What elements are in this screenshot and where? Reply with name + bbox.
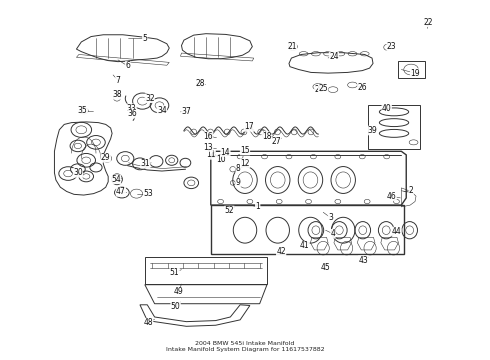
Text: 18: 18 [262, 132, 271, 141]
Text: 50: 50 [171, 302, 180, 311]
Text: 52: 52 [224, 206, 234, 215]
Text: 6: 6 [125, 62, 130, 71]
Text: 30: 30 [73, 168, 83, 177]
Text: 34: 34 [157, 105, 167, 114]
Text: 54: 54 [111, 175, 121, 184]
Text: 33: 33 [127, 104, 137, 113]
Text: 49: 49 [173, 287, 183, 296]
Text: 47: 47 [116, 187, 126, 196]
Bar [368, 104, 420, 149]
Text: 14: 14 [220, 148, 230, 157]
Text: 11: 11 [206, 150, 216, 159]
Text: 45: 45 [321, 264, 330, 273]
Text: 31: 31 [141, 159, 150, 168]
Text: 25: 25 [318, 84, 328, 93]
Text: 15: 15 [240, 146, 250, 155]
Text: 42: 42 [276, 247, 286, 256]
Text: 23: 23 [387, 42, 396, 51]
Text: 9: 9 [236, 178, 241, 187]
Text: 3: 3 [328, 213, 333, 222]
Text: 1: 1 [255, 202, 260, 211]
Text: 16: 16 [203, 132, 213, 141]
Text: 8: 8 [236, 164, 241, 173]
Text: 13: 13 [203, 143, 213, 152]
Text: 21: 21 [287, 42, 296, 51]
Text: 7: 7 [116, 76, 121, 85]
Text: 26: 26 [357, 83, 367, 92]
Text: 17: 17 [244, 122, 254, 131]
Text: 22: 22 [424, 18, 434, 27]
Text: 4: 4 [331, 229, 335, 238]
Text: 44: 44 [392, 227, 401, 236]
Text: 19: 19 [410, 69, 420, 78]
Text: 32: 32 [145, 94, 154, 103]
Text: 10: 10 [216, 155, 225, 164]
Text: 36: 36 [128, 109, 138, 118]
Text: 39: 39 [367, 126, 377, 135]
Text: 43: 43 [358, 256, 368, 265]
Text: 2004 BMW 545i Intake Manifold
Intake Manifold System Diagram for 11617537882: 2004 BMW 545i Intake Manifold Intake Man… [166, 341, 324, 352]
Text: 27: 27 [271, 137, 281, 146]
Text: 2: 2 [409, 186, 414, 195]
Text: 41: 41 [300, 242, 309, 251]
Bar [398, 61, 424, 78]
Text: 37: 37 [181, 107, 191, 116]
Text: 40: 40 [382, 104, 392, 113]
Text: 35: 35 [78, 106, 88, 115]
Text: 51: 51 [170, 268, 179, 277]
Text: 20: 20 [315, 85, 324, 94]
Text: 28: 28 [196, 80, 205, 89]
Text: 12: 12 [240, 159, 250, 168]
Text: 24: 24 [329, 52, 339, 61]
Text: 5: 5 [143, 34, 147, 43]
Text: 53: 53 [144, 189, 153, 198]
Text: 48: 48 [144, 318, 153, 327]
Text: 46: 46 [387, 192, 396, 201]
Text: 29: 29 [101, 153, 111, 162]
Text: 38: 38 [112, 90, 122, 99]
